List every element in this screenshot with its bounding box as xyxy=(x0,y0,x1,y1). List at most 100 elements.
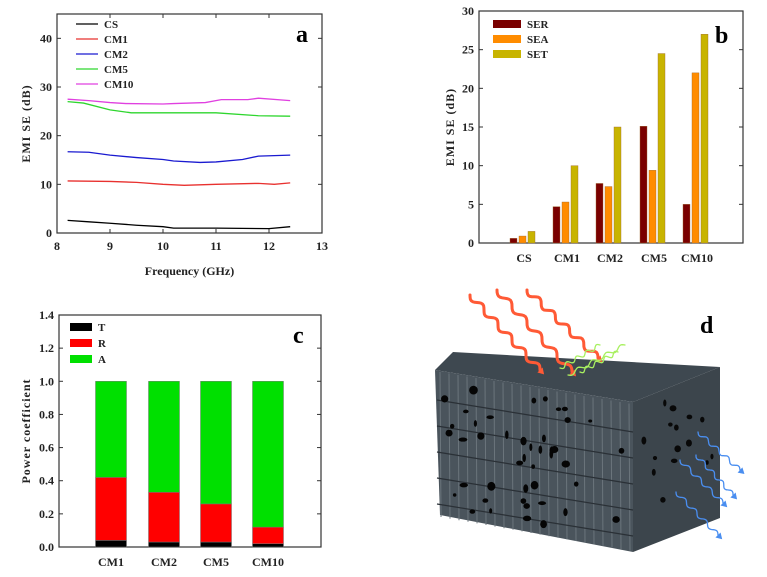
x-tick-label: CM2 xyxy=(597,251,623,265)
panel-label: d xyxy=(700,313,714,339)
bar-set-cm1 xyxy=(570,165,579,244)
foam-pore xyxy=(705,460,709,465)
foam-pore xyxy=(530,481,539,490)
foam-pore xyxy=(522,453,526,463)
bar-segment-a-cm10 xyxy=(252,381,284,528)
foam-fiber xyxy=(583,395,586,543)
legend-swatch-a xyxy=(70,355,92,363)
foam-pore xyxy=(663,399,667,407)
series-line-cm2 xyxy=(67,151,291,164)
foam-crossbar xyxy=(436,425,634,459)
bar-sea-cs xyxy=(518,235,527,244)
bar-ser-cm1 xyxy=(552,206,561,244)
foam-pore xyxy=(561,460,570,468)
series-line-cs xyxy=(67,219,291,230)
foam-pore xyxy=(700,416,705,423)
legend-swatch-t xyxy=(70,323,92,331)
foam-pore xyxy=(685,439,692,447)
foam-pore xyxy=(469,385,478,395)
legend-label-cm1: CM1 xyxy=(104,34,128,46)
legend-swatch-sea xyxy=(493,35,521,43)
foam-fiber xyxy=(457,374,460,521)
foam-pore xyxy=(505,430,509,440)
y-tick-label: 20 xyxy=(40,129,52,143)
foam-pore xyxy=(651,468,656,476)
foam-pore xyxy=(550,446,559,453)
y-tick-label: 25 xyxy=(462,43,474,57)
foam-fiber xyxy=(610,400,613,548)
foam-pore xyxy=(441,395,449,403)
foam-fiber xyxy=(529,386,532,534)
foam-pore xyxy=(482,498,489,503)
incident-wave-arrow xyxy=(525,288,600,360)
y-tick-label: 15 xyxy=(462,120,474,134)
foam-pore xyxy=(529,443,533,451)
bar-segment-t-cm5 xyxy=(200,541,232,548)
foam-fiber xyxy=(628,403,631,551)
y-tick-label: 0.0 xyxy=(39,540,54,554)
foam-pore xyxy=(473,420,477,427)
foam-pore xyxy=(452,493,457,497)
bar-ser-cm2 xyxy=(595,183,604,244)
foam-pore xyxy=(563,508,568,517)
y-tick-label: 0.2 xyxy=(39,507,54,521)
bar-segment-r-cm5 xyxy=(200,503,232,543)
y-tick-label: 30 xyxy=(40,80,52,94)
y-tick-label: 1.0 xyxy=(39,374,54,388)
foam-pore xyxy=(462,409,469,414)
legend-label-cm10: CM10 xyxy=(104,79,134,91)
transmitted-wave-arrow xyxy=(675,491,719,536)
x-tick-label: CS xyxy=(516,251,532,265)
y-tick-label: 0.6 xyxy=(39,441,54,455)
plot-frame xyxy=(58,314,322,548)
legend-label-t: T xyxy=(98,322,106,334)
legend-label-cs: CS xyxy=(104,19,118,31)
foam-pore xyxy=(561,406,568,412)
bar-segment-t-cm1 xyxy=(95,540,127,548)
foam-top-face xyxy=(435,352,720,402)
incident-wave-arrow-arrowhead xyxy=(537,367,545,375)
foam-pore xyxy=(564,417,571,424)
legend-label-r: R xyxy=(98,338,107,350)
legend-swatch-r xyxy=(70,339,92,347)
bar-segment-r-cm2 xyxy=(148,492,180,543)
x-tick-label: CM1 xyxy=(98,555,124,569)
transmitted-wave-arrow-arrowhead xyxy=(715,532,723,540)
transmitted-wave-arrow xyxy=(695,454,734,496)
foam-pore xyxy=(674,424,679,431)
bar-sea-cm1 xyxy=(561,201,570,244)
foam-pore xyxy=(670,458,678,464)
y-tick-label: 0.8 xyxy=(39,407,54,421)
bar-set-cm5 xyxy=(657,53,666,244)
foam-crossbar xyxy=(436,477,634,511)
legend-swatch-set xyxy=(493,50,521,58)
foam-pore xyxy=(538,445,543,454)
transmitted-wave-arrow-arrowhead xyxy=(737,467,745,475)
bar-set-cm2 xyxy=(613,126,622,244)
bar-segment-a-cm2 xyxy=(148,381,180,493)
foam-pore xyxy=(542,396,548,402)
foam-pore xyxy=(612,516,620,523)
bar-set-cs xyxy=(527,231,536,244)
legend-label-cm2: CM2 xyxy=(104,49,128,61)
bar-segment-a-cm5 xyxy=(200,381,232,505)
y-axis-label: Power coefficient xyxy=(19,378,33,483)
foam-fiber xyxy=(547,389,550,537)
foam-pore xyxy=(674,445,681,453)
series-line-cm5 xyxy=(67,100,291,117)
x-tick-label: CM2 xyxy=(151,555,177,569)
y-tick-label: 1.2 xyxy=(39,341,54,355)
y-tick-label: 0 xyxy=(46,226,52,240)
y-tick-label: 30 xyxy=(462,4,474,18)
bar-segment-t-cm10 xyxy=(252,543,284,548)
foam-pore xyxy=(541,434,546,443)
foam-fiber xyxy=(538,388,541,535)
x-tick-label: 10 xyxy=(157,239,169,253)
series-line-cm1 xyxy=(67,180,291,186)
legend-label-a: A xyxy=(98,354,106,366)
panel-label: b xyxy=(715,23,728,49)
foam-pore xyxy=(669,405,677,412)
bar-sea-cm5 xyxy=(648,170,657,244)
x-tick-label: CM5 xyxy=(641,251,667,265)
foam-pore xyxy=(489,508,493,514)
